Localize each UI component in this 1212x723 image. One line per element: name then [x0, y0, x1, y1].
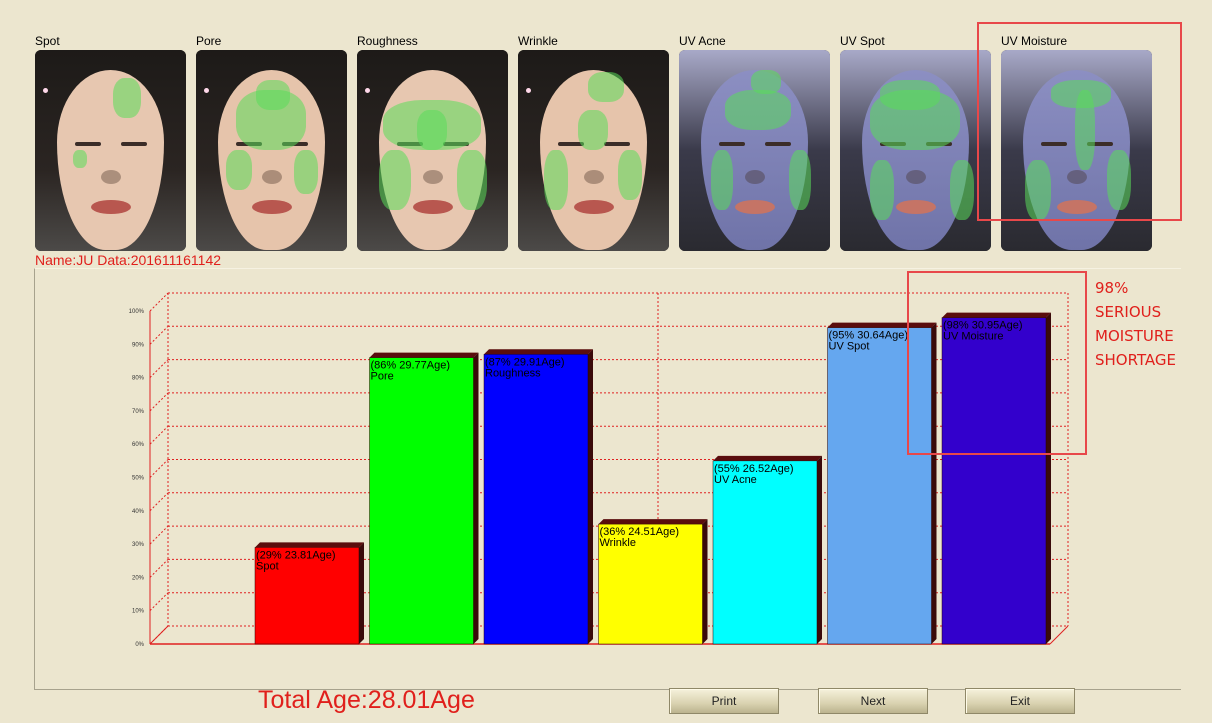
- y-tick-label: 40%: [132, 509, 145, 515]
- bar-top: [369, 352, 479, 358]
- bar-uv-spot: [827, 327, 932, 645]
- chart-panel: 0% 10% 20% 30% 40% 50% 60% 70% 80% 90% 100% (29% 23…: [34, 268, 1181, 690]
- bar-data-label: (98% 30.95Age): [943, 320, 1023, 332]
- thumbnail-label: Spot: [35, 34, 60, 48]
- thumbnail-uv-acne[interactable]: UV Acne: [679, 34, 830, 252]
- gridline-wall: [149, 359, 169, 378]
- bar-side: [588, 349, 593, 644]
- patient-info: Name:JU Data:201611161142: [35, 252, 222, 268]
- thumbnail-label: Pore: [196, 34, 222, 48]
- x-axis-floor: [1049, 625, 1069, 645]
- gridline-wall: [149, 492, 169, 512]
- thumbnail-label: UV Moisture: [1001, 34, 1068, 48]
- bar-top: [827, 322, 937, 328]
- gridline-wall: [149, 425, 169, 445]
- bar-data-label: (55% 26.52Age): [714, 463, 794, 475]
- bar-category-label: UV Moisture: [943, 331, 1004, 343]
- y-tick-label: 30%: [132, 542, 145, 548]
- bar-side: [473, 352, 479, 644]
- bar-top: [598, 519, 708, 525]
- y-tick-label: 0%: [135, 642, 144, 648]
- gridline-wall: [149, 525, 169, 545]
- bar-data-label: (87% 29.91Age): [485, 356, 565, 368]
- thumbnail-uv-spot[interactable]: UV Spot: [840, 34, 991, 252]
- bar-top: [255, 542, 364, 548]
- thumbnail-label: UV Acne: [679, 34, 726, 48]
- next-button[interactable]: Next: [818, 688, 928, 714]
- bar-side: [359, 542, 364, 644]
- bar-category-label: Wrinkle: [600, 537, 636, 549]
- bar-category-label: Pore: [371, 371, 394, 383]
- bar-category-label: Spot: [256, 560, 279, 572]
- moisture-annotation-box: [907, 271, 1087, 455]
- bar-top: [713, 455, 822, 461]
- bar-side: [817, 455, 822, 644]
- bar-category-label: UV Acne: [714, 474, 757, 486]
- bar-uv-acne: [712, 460, 818, 645]
- bar-category-label: UV Spot: [829, 341, 870, 353]
- skin-analysis-chart: 0% 10% 20% 30% 40% 50% 60% 70% 80% 90% 100% (29% 23…: [129, 292, 1069, 648]
- thumbnail-wrinkle[interactable]: Wrinkle: [518, 34, 669, 252]
- thumbnail-pore[interactable]: Pore: [196, 34, 347, 252]
- face-image: [679, 50, 830, 251]
- bar-pore: [369, 357, 474, 645]
- face-image: [35, 50, 186, 251]
- face-image: [357, 50, 508, 251]
- thumbnail-label: Roughness: [357, 34, 418, 48]
- bar-top: [484, 349, 593, 355]
- bar-data-label: (29% 23.81Age): [256, 549, 336, 561]
- thumbnail-label: UV Spot: [840, 34, 885, 48]
- bar-spot: [254, 547, 360, 645]
- face-image: [518, 50, 669, 251]
- print-button[interactable]: Print: [669, 688, 779, 714]
- x-axis-floor-left: [149, 625, 169, 645]
- thumbnail-roughness[interactable]: Roughness: [357, 34, 508, 252]
- face-image: [840, 50, 991, 251]
- total-age: Total Age:28.01Age: [258, 686, 475, 714]
- y-tick-label: 60%: [132, 442, 145, 448]
- face-image: [196, 50, 347, 251]
- y-tick-label: 80%: [132, 376, 145, 382]
- bar-side: [931, 322, 937, 644]
- bar-data-label: (86% 29.77Age): [371, 360, 451, 372]
- bar-roughness: [483, 354, 589, 645]
- bar-side: [1046, 312, 1051, 644]
- bar-data-label: (36% 24.51Age): [600, 526, 680, 538]
- bar-wrinkle: [598, 523, 703, 645]
- gridline-wall: [149, 292, 169, 312]
- gridline-wall: [149, 459, 169, 478]
- thumbnail-label: Wrinkle: [518, 34, 558, 48]
- y-tick-label: 70%: [132, 409, 145, 415]
- y-tick-label: 10%: [132, 609, 145, 615]
- y-tick-label: 20%: [132, 575, 145, 581]
- bar-side: [702, 519, 708, 644]
- y-tick-label: 100%: [129, 309, 145, 315]
- exit-button[interactable]: Exit: [965, 688, 1075, 714]
- bar-top: [942, 312, 1051, 318]
- bar-category-label: Roughness: [485, 367, 541, 379]
- gridline-wall: [149, 559, 169, 578]
- bar-uv-moisture: [941, 317, 1047, 645]
- y-tick-label: 50%: [132, 476, 145, 482]
- moisture-annotation-text: 98% SERIOUS MOISTURE SHORTAGE: [1095, 279, 1177, 369]
- bar-data-label: (95% 30.64Age): [829, 330, 909, 342]
- gridline-wall: [149, 325, 169, 345]
- thumbnail-spot[interactable]: Spot: [35, 34, 186, 252]
- uv-moisture-highlight: [977, 22, 1182, 221]
- gridline-wall: [149, 592, 169, 612]
- gridline-wall: [149, 392, 169, 412]
- y-tick-label: 90%: [132, 342, 145, 348]
